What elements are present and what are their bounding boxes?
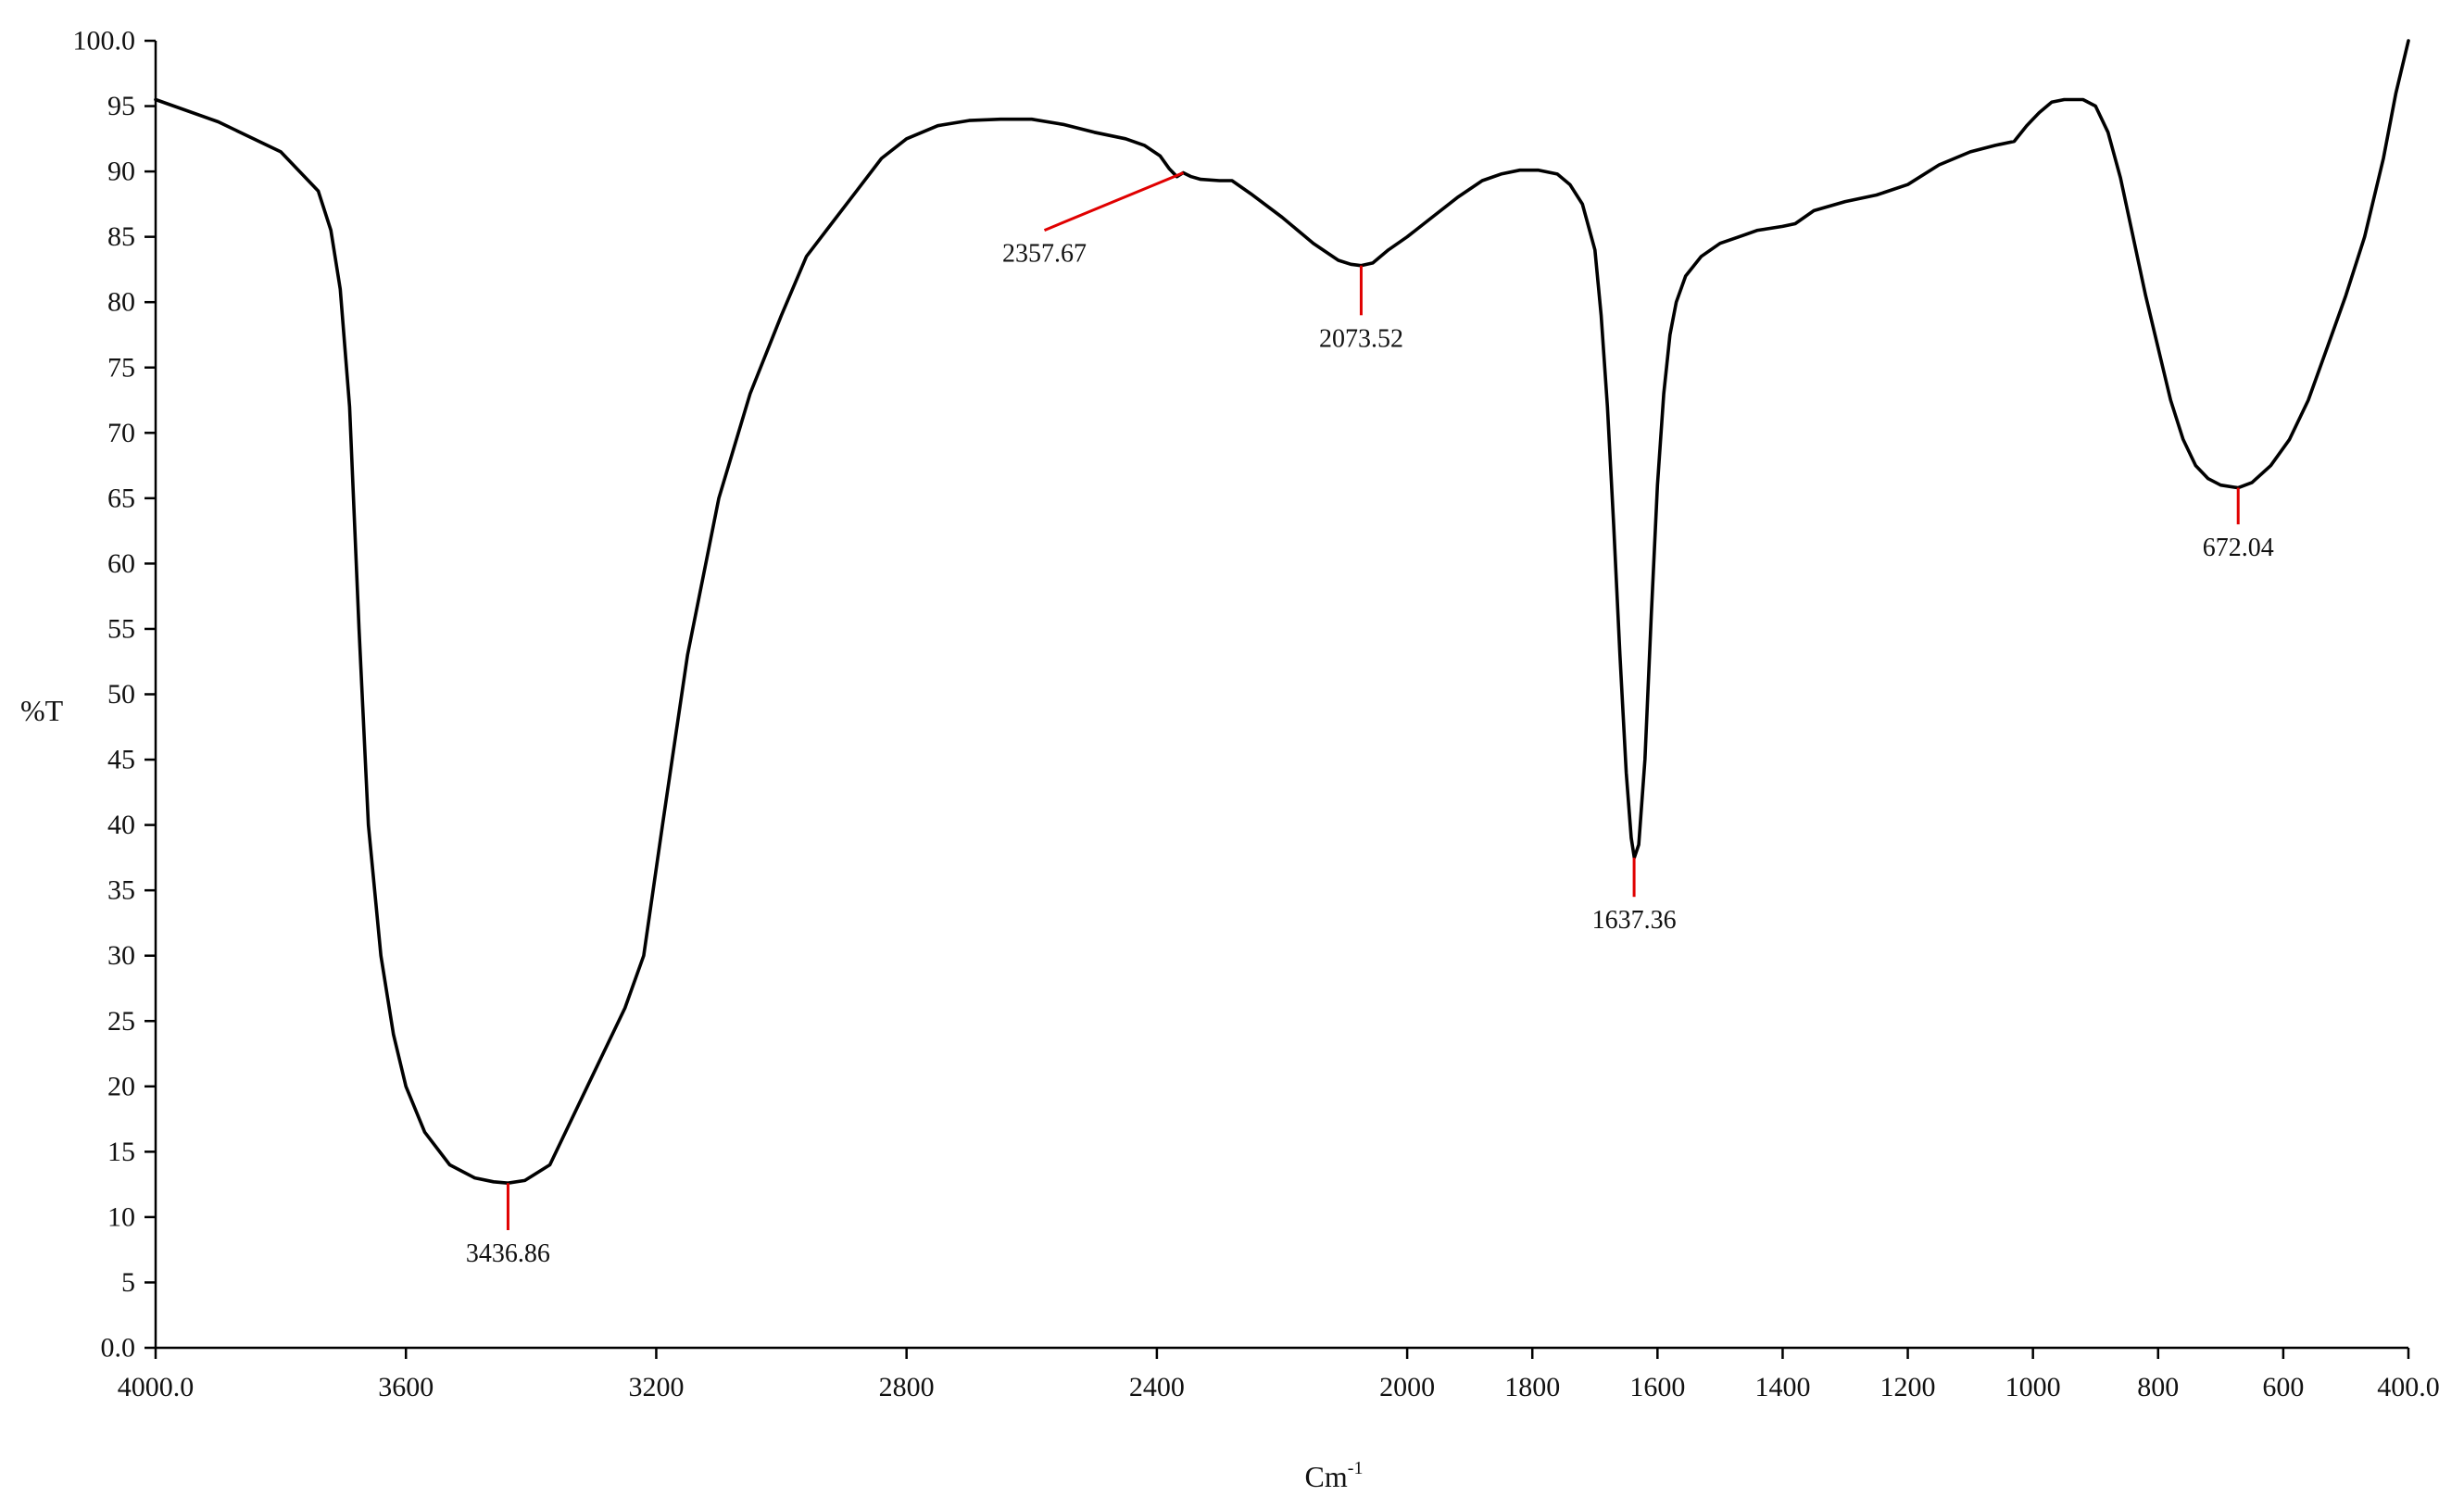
y-tick-label-18: 90: [107, 157, 135, 187]
x-ticks: 4000.0 3600 3200 2800 2400 2000 1800 1600 1400 12…: [118, 1348, 2440, 1402]
y-tick-label-4: 20: [107, 1071, 135, 1101]
x-tick-label-4: 2400: [1129, 1372, 1185, 1402]
y-tick-label-10: 50: [107, 679, 135, 710]
y-tick-label-14: 70: [107, 418, 135, 448]
x-tick-label-2: 3200: [628, 1372, 684, 1402]
y-tick-label-19: 95: [107, 91, 135, 121]
y-tick-label-6: 30: [107, 940, 135, 971]
peak-label-2: 2073.52: [1319, 324, 1403, 353]
peak-label-3: 1637.36: [1592, 906, 1677, 935]
y-tick-label-5: 25: [107, 1006, 135, 1037]
y-tick-label-3: 15: [107, 1137, 135, 1167]
y-tick-label-20: 100.0: [73, 26, 136, 57]
x-tick-label-13: 400.0: [2377, 1372, 2440, 1402]
x-tick-label-3: 2800: [879, 1372, 935, 1402]
series-layer: [154, 39, 2410, 1185]
peak-label-0: 3436.86: [466, 1239, 550, 1268]
y-axis-title: %T: [20, 694, 64, 727]
peak-marker-1: [1043, 171, 1185, 232]
x-tick-label-10: 1000: [2005, 1372, 2061, 1402]
y-tick-label-12: 60: [107, 548, 135, 579]
y-tick-label-7: 35: [107, 875, 135, 906]
x-tick-label-5: 2000: [1379, 1372, 1435, 1402]
peak-label-1: 2357.67: [1002, 240, 1087, 269]
x-axis-title-superscript: -1: [1348, 1458, 1364, 1478]
y-tick-label-16: 80: [107, 287, 135, 318]
peak-annotations: 3436.86 2357.67 2073.52 1637.36 672.04: [466, 171, 2274, 1268]
y-tick-label-8: 40: [107, 810, 135, 840]
x-axis-title-text: Cm: [1305, 1460, 1348, 1491]
spectrum-line-0: [154, 39, 2410, 1185]
x-axis-title: Cm-1: [1305, 1458, 1364, 1491]
y-tick-label-1: 5: [121, 1267, 135, 1298]
x-tick-label-6: 1800: [1504, 1372, 1560, 1402]
y-ticks: 0.0 5 10 15 20 25 30 35 40 45 50 55 60 65 70 75 80 85 90 95…: [73, 26, 156, 1364]
x-tick-label-9: 1200: [1880, 1372, 1936, 1402]
x-tick-label-8: 1400: [1754, 1372, 1810, 1402]
x-tick-label-12: 600: [2262, 1372, 2304, 1402]
y-tick-label-9: 45: [107, 745, 135, 775]
y-tick-label-17: 85: [107, 221, 135, 252]
y-tick-label-2: 10: [107, 1201, 135, 1232]
peak-label-4: 672.04: [2203, 534, 2274, 562]
y-tick-label-13: 65: [107, 483, 135, 513]
x-tick-label-7: 1600: [1629, 1372, 1685, 1402]
x-tick-label-0: 4000.0: [118, 1372, 195, 1402]
y-tick-label-0: 0.0: [101, 1333, 136, 1364]
x-tick-label-11: 800: [2137, 1372, 2179, 1402]
x-tick-label-1: 3600: [378, 1372, 434, 1402]
axes: [154, 41, 2408, 1350]
y-tick-label-15: 75: [107, 352, 135, 383]
y-tick-label-11: 55: [107, 613, 135, 644]
